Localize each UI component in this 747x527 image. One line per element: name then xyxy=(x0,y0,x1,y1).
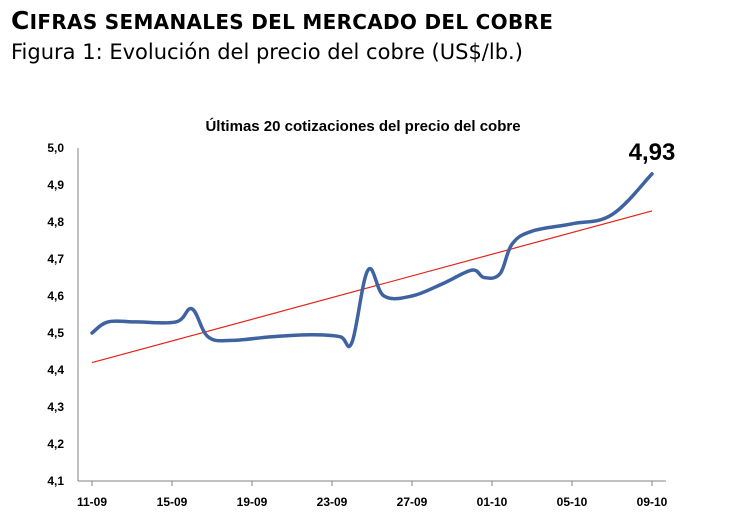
x-tick-label: 01-10 xyxy=(477,495,508,509)
x-tick-label: 23-09 xyxy=(317,495,348,509)
chart-title: Últimas 20 cotizaciones del precio del c… xyxy=(205,117,520,135)
y-tick-label: 4,6 xyxy=(47,289,64,303)
last-value-label: 4,93 xyxy=(629,139,676,166)
x-tick-label: 19-09 xyxy=(237,495,268,509)
y-tick-label: 4,5 xyxy=(47,326,64,340)
y-tick-label: 4,4 xyxy=(47,363,64,377)
y-tick-label: 4,1 xyxy=(47,474,64,488)
y-tick-label: 4,7 xyxy=(47,252,64,266)
y-tick-label: 4,8 xyxy=(47,215,64,229)
trendline xyxy=(91,210,653,364)
section-title-rest: IFRAS SEMANALES DEL MERCADO DEL COBRE xyxy=(29,10,554,34)
price-series-line xyxy=(90,172,654,349)
y-tick-label: 4,2 xyxy=(47,437,64,451)
section-title: CIFRAS SEMANALES DEL MERCADO DEL COBRE xyxy=(11,6,553,35)
y-tick-label: 4,3 xyxy=(47,400,64,414)
x-tick-label: 15-09 xyxy=(157,495,188,509)
x-tick-label: 11-09 xyxy=(77,495,107,509)
x-tick-label: 27-09 xyxy=(397,495,428,509)
section-title-initial: C xyxy=(11,6,30,35)
y-axis-tick-labels: 4,1 4,2 4,3 4,4 4,5 4,6 4,7 4,8 4,9 5,0 xyxy=(47,141,64,488)
y-tick-label: 5,0 xyxy=(47,141,64,155)
y-tick-label: 4,9 xyxy=(47,178,64,192)
chart-axes xyxy=(77,148,666,486)
x-tick-label: 09-10 xyxy=(637,495,668,509)
x-tick-label: 05-10 xyxy=(557,495,588,509)
figure-caption: Figura 1: Evolución del precio del cobre… xyxy=(11,40,523,64)
series-layer xyxy=(90,172,654,364)
x-axis-tick-labels: 11-09 15-09 19-09 23-09 27-09 01-10 05-10 09-10 xyxy=(77,495,668,509)
